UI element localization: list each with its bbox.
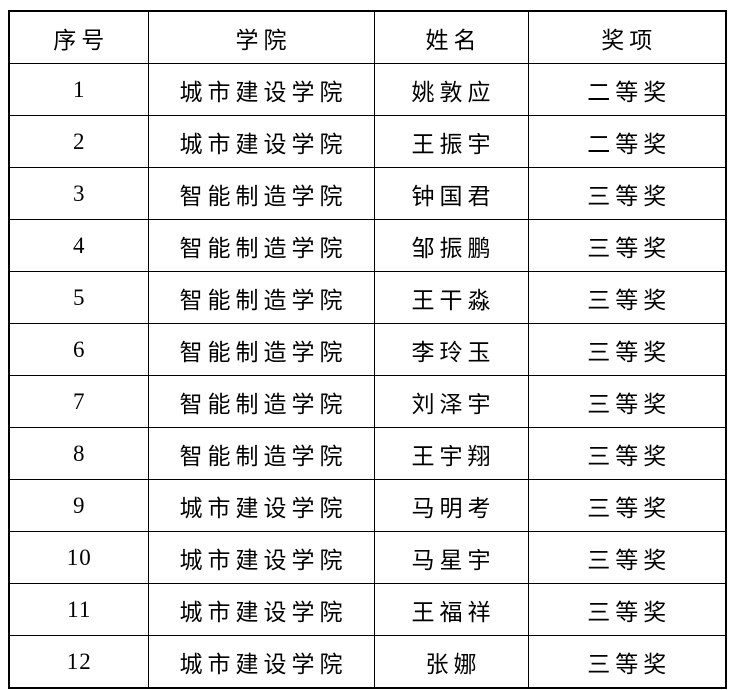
cell-award: 二等奖 xyxy=(527,115,727,168)
cell-index: 10 xyxy=(8,531,149,584)
cell-award: 三等奖 xyxy=(527,427,727,480)
cell-award: 二等奖 xyxy=(527,63,727,116)
cell-name: 姚敦应 xyxy=(373,63,529,116)
table-row: 7 智能制造学院 刘泽宇 三等奖 xyxy=(8,375,727,428)
header-cell-index: 序号 xyxy=(8,10,149,64)
table-row: 4 智能制造学院 邹振鹏 三等奖 xyxy=(8,219,727,272)
cell-college: 智能制造学院 xyxy=(147,167,375,220)
cell-index: 5 xyxy=(8,271,149,324)
table-row: 6 智能制造学院 李玲玉 三等奖 xyxy=(8,323,727,376)
cell-award: 三等奖 xyxy=(527,635,727,689)
cell-index: 12 xyxy=(8,635,149,689)
cell-index: 7 xyxy=(8,375,149,428)
cell-index: 3 xyxy=(8,167,149,220)
cell-name: 马明考 xyxy=(373,479,529,532)
cell-award: 三等奖 xyxy=(527,531,727,584)
cell-college: 城市建设学院 xyxy=(147,635,375,689)
table-row: 5 智能制造学院 王干淼 三等奖 xyxy=(8,271,727,324)
cell-name: 钟国君 xyxy=(373,167,529,220)
cell-name: 邹振鹏 xyxy=(373,219,529,272)
table-row: 9 城市建设学院 马明考 三等奖 xyxy=(8,479,727,532)
cell-award: 三等奖 xyxy=(527,583,727,636)
table-body: 1 城市建设学院 姚敦应 二等奖 2 城市建设学院 王振宇 二等奖 3 智能制造学院 钟国君 三等奖 4… xyxy=(8,63,727,689)
cell-name: 王振宇 xyxy=(373,115,529,168)
cell-college: 城市建设学院 xyxy=(147,63,375,116)
cell-name: 王干淼 xyxy=(373,271,529,324)
table-row: 3 智能制造学院 钟国君 三等奖 xyxy=(8,167,727,220)
table-header-row: 序号 学院 姓名 奖项 xyxy=(8,10,727,64)
header-cell-award: 奖项 xyxy=(527,10,727,64)
cell-college: 智能制造学院 xyxy=(147,375,375,428)
cell-name: 刘泽宇 xyxy=(373,375,529,428)
cell-index: 1 xyxy=(8,63,149,116)
cell-award: 三等奖 xyxy=(527,375,727,428)
cell-college: 智能制造学院 xyxy=(147,271,375,324)
cell-college: 城市建设学院 xyxy=(147,531,375,584)
cell-name: 张娜 xyxy=(373,635,529,689)
table-row: 10 城市建设学院 马星宇 三等奖 xyxy=(8,531,727,584)
table-row: 8 智能制造学院 王宇翔 三等奖 xyxy=(8,427,727,480)
cell-award: 三等奖 xyxy=(527,219,727,272)
award-table: 序号 学院 姓名 奖项 1 城市建设学院 姚敦应 二等奖 2 城市建设学院 王振宇 二等奖 3 智… xyxy=(8,10,727,689)
header-cell-name: 姓名 xyxy=(373,10,529,64)
cell-name: 李玲玉 xyxy=(373,323,529,376)
cell-award: 三等奖 xyxy=(527,271,727,324)
cell-name: 王宇翔 xyxy=(373,427,529,480)
cell-college: 智能制造学院 xyxy=(147,219,375,272)
table-row: 11 城市建设学院 王福祥 三等奖 xyxy=(8,583,727,636)
cell-award: 三等奖 xyxy=(527,167,727,220)
cell-name: 马星宇 xyxy=(373,531,529,584)
cell-index: 4 xyxy=(8,219,149,272)
header-cell-college: 学院 xyxy=(147,10,375,64)
cell-award: 三等奖 xyxy=(527,479,727,532)
cell-index: 6 xyxy=(8,323,149,376)
cell-award: 三等奖 xyxy=(527,323,727,376)
cell-index: 8 xyxy=(8,427,149,480)
cell-college: 城市建设学院 xyxy=(147,115,375,168)
table-row: 2 城市建设学院 王振宇 二等奖 xyxy=(8,115,727,168)
cell-college: 城市建设学院 xyxy=(147,583,375,636)
cell-college: 智能制造学院 xyxy=(147,323,375,376)
cell-college: 智能制造学院 xyxy=(147,427,375,480)
cell-index: 11 xyxy=(8,583,149,636)
cell-index: 9 xyxy=(8,479,149,532)
cell-college: 城市建设学院 xyxy=(147,479,375,532)
table-row: 1 城市建设学院 姚敦应 二等奖 xyxy=(8,63,727,116)
table-row: 12 城市建设学院 张娜 三等奖 xyxy=(8,635,727,689)
cell-name: 王福祥 xyxy=(373,583,529,636)
cell-index: 2 xyxy=(8,115,149,168)
